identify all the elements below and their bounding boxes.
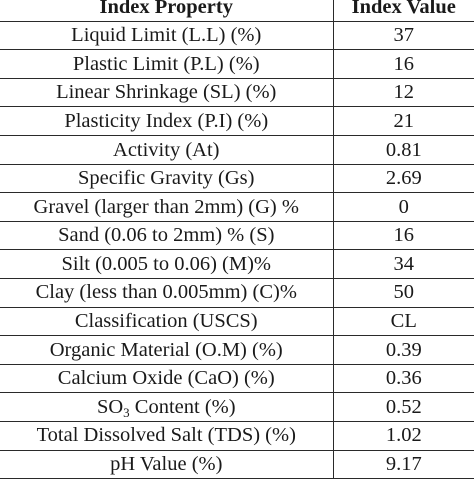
value-cell: 16 <box>332 220 474 251</box>
value-cell: 12 <box>332 77 474 108</box>
value-cell: CL <box>332 306 474 337</box>
table-row: Liquid Limit (L.L) (%) 37 <box>0 20 474 51</box>
table-row: Plastic Limit (P.L) (%) 16 <box>0 49 474 79</box>
table-row: Calcium Oxide (CaO) (%) 0.36 <box>0 363 474 394</box>
table-row: Total Dissolved Salt (TDS) (%) 1.02 <box>0 420 474 451</box>
table-header-row: Index Property Index Value <box>0 0 474 22</box>
value-cell: 50 <box>332 277 474 308</box>
value-cell: 1.02 <box>332 420 474 451</box>
value-cell: 0.36 <box>332 363 474 394</box>
table-row: Activity (At) 0.81 <box>0 134 474 165</box>
value-cell: 0.81 <box>332 134 474 165</box>
table-row: SO3 Content (%) 0.52 <box>0 392 474 422</box>
table-row: Linear Shrinkage (SL) (%) 12 <box>0 77 474 108</box>
table-row: Plasticity Index (P.I) (%) 21 <box>0 106 474 136</box>
table-row: pH Value (%) 9.17 <box>0 449 474 479</box>
property-cell: Calcium Oxide (CaO) (%) <box>0 363 334 394</box>
so3-prefix: SO <box>96 395 124 418</box>
property-cell: Gravel (larger than 2mm) (G) % <box>0 192 334 222</box>
value-cell: 9.17 <box>332 449 474 479</box>
header-index-property: Index Property <box>0 0 334 22</box>
property-cell: Specific Gravity (Gs) <box>0 163 334 194</box>
table-row: Classification (USCS) CL <box>0 306 474 337</box>
value-cell: 0.39 <box>332 335 474 365</box>
value-cell: 34 <box>332 249 474 279</box>
value-cell: 0 <box>332 192 474 222</box>
table-row: Clay (less than 0.005mm) (C)% 50 <box>0 277 474 308</box>
property-cell: pH Value (%) <box>0 449 334 479</box>
table-row: Organic Material (O.M) (%) 0.39 <box>0 335 474 365</box>
header-index-value: Index Value <box>332 0 474 22</box>
property-cell: Plastic Limit (P.L) (%) <box>0 49 334 79</box>
so3-subscript: 3 <box>123 404 130 420</box>
property-cell: Clay (less than 0.005mm) (C)% <box>0 277 334 308</box>
value-cell: 21 <box>332 106 474 136</box>
property-cell: Sand (0.06 to 2mm) % (S) <box>0 220 334 251</box>
table-row: Specific Gravity (Gs) 2.69 <box>0 163 474 194</box>
property-cell: Plasticity Index (P.I) (%) <box>0 106 334 136</box>
value-cell: 37 <box>332 20 474 51</box>
property-cell: Linear Shrinkage (SL) (%) <box>0 77 334 108</box>
property-cell: Organic Material (O.M) (%) <box>0 335 334 365</box>
so3-suffix: Content (%) <box>129 395 236 418</box>
property-cell: Total Dissolved Salt (TDS) (%) <box>0 420 334 451</box>
value-cell: 0.52 <box>332 392 474 422</box>
property-cell: Activity (At) <box>0 134 334 165</box>
value-cell: 2.69 <box>332 163 474 194</box>
table-row: Sand (0.06 to 2mm) % (S) 16 <box>0 220 474 251</box>
property-cell: SO3 Content (%) <box>0 392 334 422</box>
property-cell: Silt (0.005 to 0.06) (M)% <box>0 249 334 279</box>
property-cell: Liquid Limit (L.L) (%) <box>0 20 334 51</box>
value-cell: 16 <box>332 49 474 79</box>
table-row: Gravel (larger than 2mm) (G) % 0 <box>0 192 474 222</box>
property-cell: Classification (USCS) <box>0 306 334 337</box>
table-row: Silt (0.005 to 0.06) (M)% 34 <box>0 249 474 279</box>
